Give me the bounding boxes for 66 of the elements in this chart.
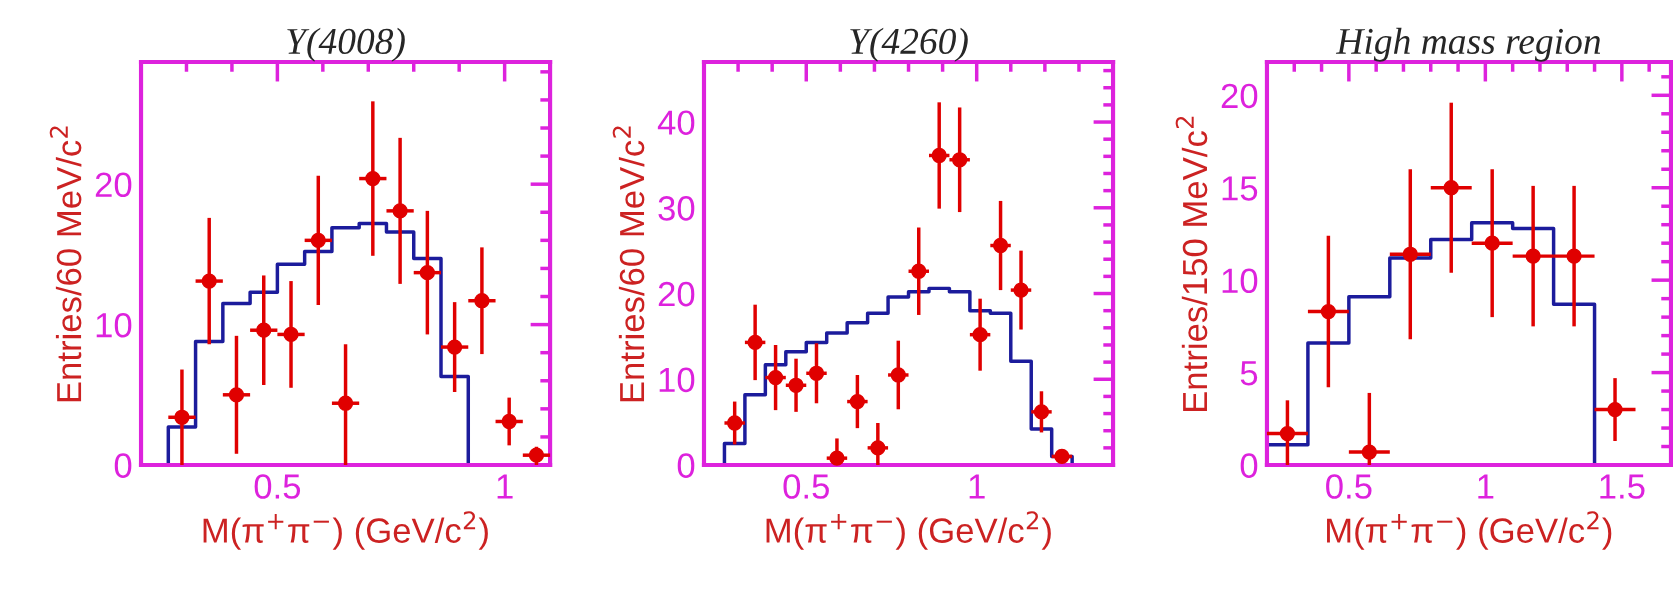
point [1361,444,1377,460]
point [392,203,408,219]
point [310,232,326,248]
x-tick-label: 0.5 [254,474,301,499]
point [767,369,784,386]
y-tick-label: 20 [95,172,132,198]
point [788,377,804,393]
point [890,367,906,383]
point [365,170,381,187]
x-tick-label: 1 [969,474,985,499]
point [501,413,517,430]
point [1279,425,1296,442]
point [870,440,886,456]
point [972,327,988,343]
point [528,447,545,463]
y-tick-label: 15 [1222,176,1258,201]
x-tick-label: 1 [1478,474,1494,499]
y-tick-label: 0 [677,453,695,478]
chart-title: Y(4260) [850,27,968,62]
point [174,409,190,425]
point [283,326,299,343]
y-tick-label: 20 [1221,83,1258,109]
y-axis-title: Entries/60 MeV/c$^{2}$ [49,126,82,402]
y-axis-title: Entries/150 MeV/c$^{2}$ [1175,116,1208,412]
y-tick-label: 30 [658,196,695,221]
point [1033,404,1050,420]
point [1525,248,1541,264]
y-tick-label: 40 [657,110,695,135]
chart-title: High mass region [1335,27,1601,62]
point [337,395,354,411]
point [256,322,272,338]
point [829,450,845,466]
point [727,415,743,431]
point [1402,246,1418,262]
point [446,339,463,355]
y-tick-label: 10 [659,367,695,393]
point [992,237,1009,254]
x-tick-label: 0.5 [783,474,829,499]
point [201,273,217,289]
x-axis-title: M(π$^{+}$π$^{−}$) (GeV/c$^{2}$) [203,511,488,550]
y-tick-label: 0 [1240,453,1258,478]
point [419,265,436,281]
y-tick-label: 10 [96,312,132,338]
x-tick-label: 1.5 [1600,474,1645,499]
x-axis-title: M(π$^{+}$π$^{−}$) (GeV/c$^{2}$) [1327,511,1612,550]
point [1320,303,1337,320]
point [747,334,763,351]
x-tick-label: 1 [497,474,513,499]
x-axis-title: M(π$^{+}$π$^{−}$) (GeV/c$^{2}$) [766,511,1051,550]
point [1607,401,1623,418]
point [1484,235,1500,251]
point [228,387,245,403]
x-tick-label: 0.5 [1326,474,1372,499]
point [474,293,490,309]
point [1443,180,1459,196]
y-axis-title: Entries/60 MeV/c$^{2}$ [612,126,645,402]
y-tick-label: 20 [658,281,695,307]
chart-title: Y(4008) [287,27,405,62]
y-tick-label: 5 [1240,361,1258,386]
y-tick-label: 0 [114,453,132,478]
point [808,365,825,381]
point [1566,248,1582,264]
point [911,263,927,279]
point [849,393,866,410]
point [1013,282,1029,298]
y-tick-label: 10 [1222,268,1258,294]
